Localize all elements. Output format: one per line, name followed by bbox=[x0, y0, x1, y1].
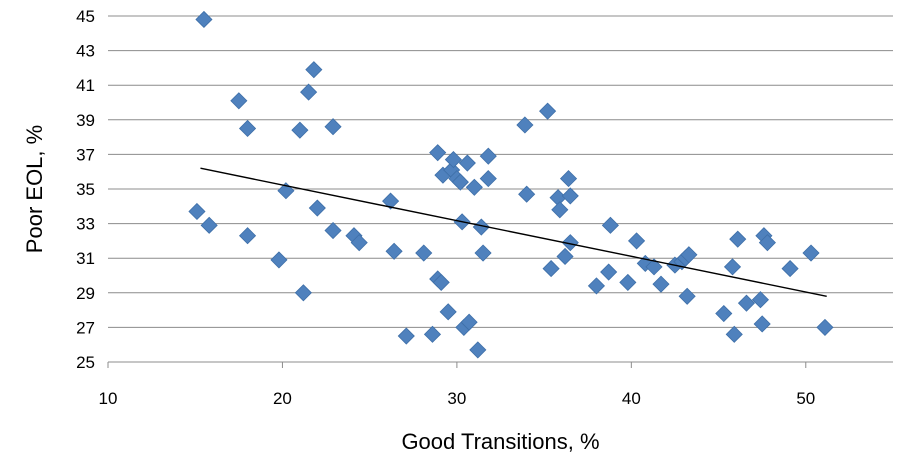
data-point-19 bbox=[397, 327, 415, 345]
data-point-53 bbox=[601, 216, 619, 234]
y-tick-label-35: 35 bbox=[76, 180, 95, 199]
data-point-66 bbox=[725, 325, 743, 343]
x-tick-labels: 10 20 30 40 50 bbox=[99, 389, 816, 408]
data-point-50 bbox=[561, 234, 579, 252]
data-point-68 bbox=[737, 294, 756, 312]
data-point-52 bbox=[600, 263, 618, 281]
data-point-38 bbox=[474, 244, 492, 262]
data-point-20 bbox=[415, 244, 433, 262]
data-point-43 bbox=[539, 102, 557, 120]
data-point-64 bbox=[715, 304, 733, 323]
y-tick-label-33: 33 bbox=[76, 215, 95, 234]
x-tick-label-50: 50 bbox=[796, 389, 815, 408]
x-tick-label-10: 10 bbox=[99, 389, 118, 408]
data-point-55 bbox=[628, 232, 646, 250]
data-point-28 bbox=[444, 151, 462, 169]
data-point-74 bbox=[802, 244, 820, 262]
gridlines bbox=[108, 15, 893, 363]
x-tick-label-20: 20 bbox=[273, 389, 292, 408]
data-point-51 bbox=[587, 277, 606, 295]
data-point-39 bbox=[479, 147, 497, 165]
data-point-65 bbox=[723, 258, 742, 276]
data-point-58 bbox=[652, 275, 670, 293]
y-tick-labels: 25 27 29 31 33 35 37 39 41 43 45 bbox=[76, 7, 95, 372]
linear-trendline bbox=[200, 167, 827, 297]
data-point-3 bbox=[300, 83, 318, 101]
data-point-36 bbox=[469, 341, 487, 359]
data-point-16 bbox=[350, 234, 368, 252]
data-point-10 bbox=[270, 251, 288, 269]
data-point-14 bbox=[324, 221, 342, 240]
y-tick-label-27: 27 bbox=[76, 318, 95, 337]
y-tick-label-31: 31 bbox=[76, 249, 95, 268]
data-point-26 bbox=[439, 303, 457, 321]
data-point-46 bbox=[551, 201, 569, 219]
data-point-33 bbox=[458, 154, 476, 172]
x-tick-label-40: 40 bbox=[622, 389, 641, 408]
data-point-42 bbox=[518, 185, 536, 203]
data-point-62 bbox=[678, 287, 696, 305]
data-point-41 bbox=[516, 116, 534, 134]
data-points bbox=[188, 10, 834, 359]
y-tick-label-29: 29 bbox=[76, 284, 95, 303]
data-point-13 bbox=[308, 199, 326, 217]
y-axis-title: Poor EOL, % bbox=[22, 125, 47, 253]
y-tick-label-43: 43 bbox=[76, 42, 95, 61]
axes bbox=[107, 361, 893, 368]
data-point-35 bbox=[465, 178, 483, 196]
data-point-49 bbox=[561, 187, 579, 205]
data-point-63 bbox=[680, 246, 698, 264]
data-point-73 bbox=[781, 260, 799, 278]
data-point-6 bbox=[324, 118, 342, 136]
data-point-24 bbox=[432, 273, 450, 291]
y-tick-label-37: 37 bbox=[76, 145, 95, 164]
y-tick-label-41: 41 bbox=[76, 76, 95, 95]
data-point-30 bbox=[451, 173, 469, 191]
data-point-40 bbox=[479, 170, 497, 188]
data-point-4 bbox=[305, 61, 323, 79]
y-tick-label-45: 45 bbox=[76, 7, 95, 26]
data-point-34 bbox=[460, 313, 478, 331]
x-tick-label-30: 30 bbox=[447, 389, 466, 408]
data-point-8 bbox=[200, 216, 218, 234]
data-point-21 bbox=[423, 325, 442, 343]
data-point-48 bbox=[559, 170, 578, 188]
data-point-72 bbox=[758, 234, 776, 252]
data-point-70 bbox=[753, 315, 771, 333]
data-point-54 bbox=[619, 273, 637, 291]
data-point-57 bbox=[645, 258, 663, 276]
data-point-7 bbox=[188, 202, 206, 221]
data-point-9 bbox=[238, 227, 257, 245]
data-point-22 bbox=[429, 144, 447, 162]
y-tick-label-25: 25 bbox=[76, 353, 95, 372]
data-point-47 bbox=[556, 247, 574, 266]
data-point-2 bbox=[238, 119, 257, 138]
data-point-67 bbox=[729, 230, 747, 248]
data-point-44 bbox=[542, 260, 560, 278]
data-point-0 bbox=[195, 10, 213, 29]
data-point-75 bbox=[816, 318, 834, 336]
data-point-1 bbox=[230, 92, 248, 110]
y-tick-label-39: 39 bbox=[76, 111, 95, 130]
x-axis-title: Good Transitions, % bbox=[401, 429, 599, 454]
data-point-17 bbox=[382, 192, 400, 210]
data-point-5 bbox=[291, 121, 309, 139]
data-point-12 bbox=[294, 284, 312, 302]
data-point-18 bbox=[385, 242, 403, 260]
data-point-69 bbox=[751, 291, 769, 309]
